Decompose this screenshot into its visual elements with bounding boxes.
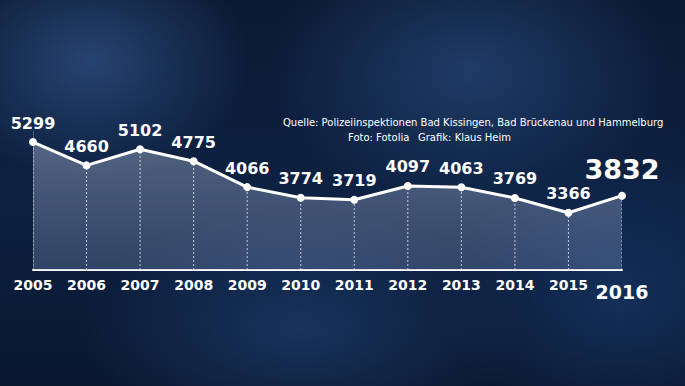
svg-text:Grafik: Klaus Heim: Grafik: Klaus Heim	[418, 132, 511, 143]
svg-text:5299: 5299	[11, 114, 56, 133]
svg-text:3719: 3719	[332, 171, 377, 190]
svg-text:2015: 2015	[549, 277, 588, 293]
svg-text:4066: 4066	[225, 159, 270, 178]
svg-text:2016: 2016	[596, 281, 649, 303]
svg-text:3769: 3769	[493, 169, 538, 188]
svg-text:3774: 3774	[278, 169, 323, 188]
svg-text:2009: 2009	[228, 277, 267, 293]
svg-text:4063: 4063	[439, 159, 484, 178]
svg-text:2014: 2014	[495, 277, 534, 293]
svg-text:Foto: Fotolia: Foto: Fotolia	[348, 132, 409, 143]
svg-text:2010: 2010	[281, 277, 320, 293]
svg-text:2006: 2006	[67, 277, 106, 293]
svg-text:4775: 4775	[171, 133, 216, 152]
svg-text:5102: 5102	[118, 121, 163, 140]
svg-text:2005: 2005	[14, 277, 53, 293]
svg-text:2012: 2012	[388, 277, 427, 293]
svg-text:2013: 2013	[442, 277, 481, 293]
svg-text:3366: 3366	[546, 184, 591, 203]
svg-text:2007: 2007	[121, 277, 160, 293]
svg-text:2008: 2008	[174, 277, 213, 293]
svg-text:2011: 2011	[335, 277, 374, 293]
svg-text:3832: 3832	[584, 154, 659, 185]
svg-text:4097: 4097	[386, 157, 431, 176]
svg-text:4660: 4660	[64, 137, 109, 156]
svg-text:Quelle: Polizeiinspektionen Ba: Quelle: Polizeiinspektionen Bad Kissinge…	[283, 117, 663, 128]
